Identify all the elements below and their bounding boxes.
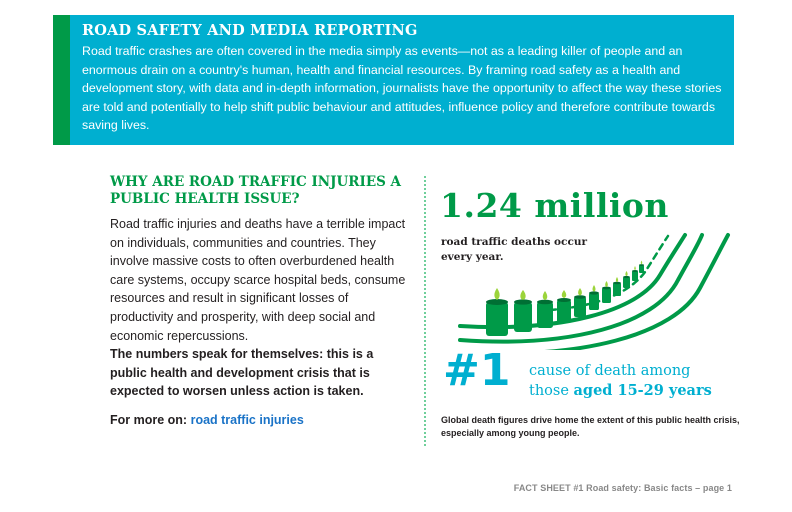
candle-icon: [613, 277, 621, 296]
section-heading: Why are road traffic injuries a public h…: [110, 174, 402, 207]
section-body: Road traffic injuries and deaths have a …: [110, 217, 406, 343]
candle-icon: [639, 260, 644, 273]
page-footer: FACT SHEET #1 Road safety: Basic facts –…: [513, 483, 732, 493]
candle-icon: [514, 290, 532, 332]
section-bold-statement: The numbers speak for themselves: this i…: [110, 347, 374, 399]
rank-line-1: cause of death among: [529, 363, 691, 379]
candle-icon: [486, 288, 508, 336]
infographic-note: Global death figures drive home the exte…: [441, 415, 740, 438]
candle-icon: [623, 271, 630, 288]
deaths-statistic: 1.24 million: [440, 186, 669, 225]
more-info: For more on: road traffic injuries: [110, 411, 410, 429]
candle-icon: [537, 291, 553, 328]
candle-icon: [557, 290, 571, 323]
road-traffic-injuries-link[interactable]: road traffic injuries: [190, 412, 304, 427]
rank-description: cause of death among those aged 15-29 ye…: [529, 361, 739, 401]
road-candles-illustration: [458, 233, 730, 350]
deaths-caption: road traffic deaths occur every year.: [441, 236, 588, 263]
more-info-prefix: For more on:: [110, 412, 188, 427]
banner-accent-strip: [53, 15, 70, 145]
rank-age-group: aged 15-29 years: [573, 382, 712, 399]
candle-icon: [602, 281, 611, 303]
rank-number: #1: [443, 345, 511, 396]
public-health-section: Why are road traffic injuries a public h…: [110, 174, 410, 429]
rank-line-2: those aged 15-29 years: [529, 381, 739, 401]
banner-body: Road traffic crashes are often covered i…: [82, 44, 722, 133]
banner-title: ROAD SAFETY AND MEDIA REPORTING: [82, 22, 418, 39]
candle-icon: [574, 288, 586, 317]
candle-icon: [589, 285, 599, 310]
candle-icon: [632, 266, 638, 281]
rank-line-2-prefix: those: [529, 383, 574, 399]
intro-banner: ROAD SAFETY AND MEDIA REPORTING Road tra…: [53, 15, 734, 145]
candles-icon: [486, 260, 644, 336]
column-divider: [424, 176, 426, 446]
